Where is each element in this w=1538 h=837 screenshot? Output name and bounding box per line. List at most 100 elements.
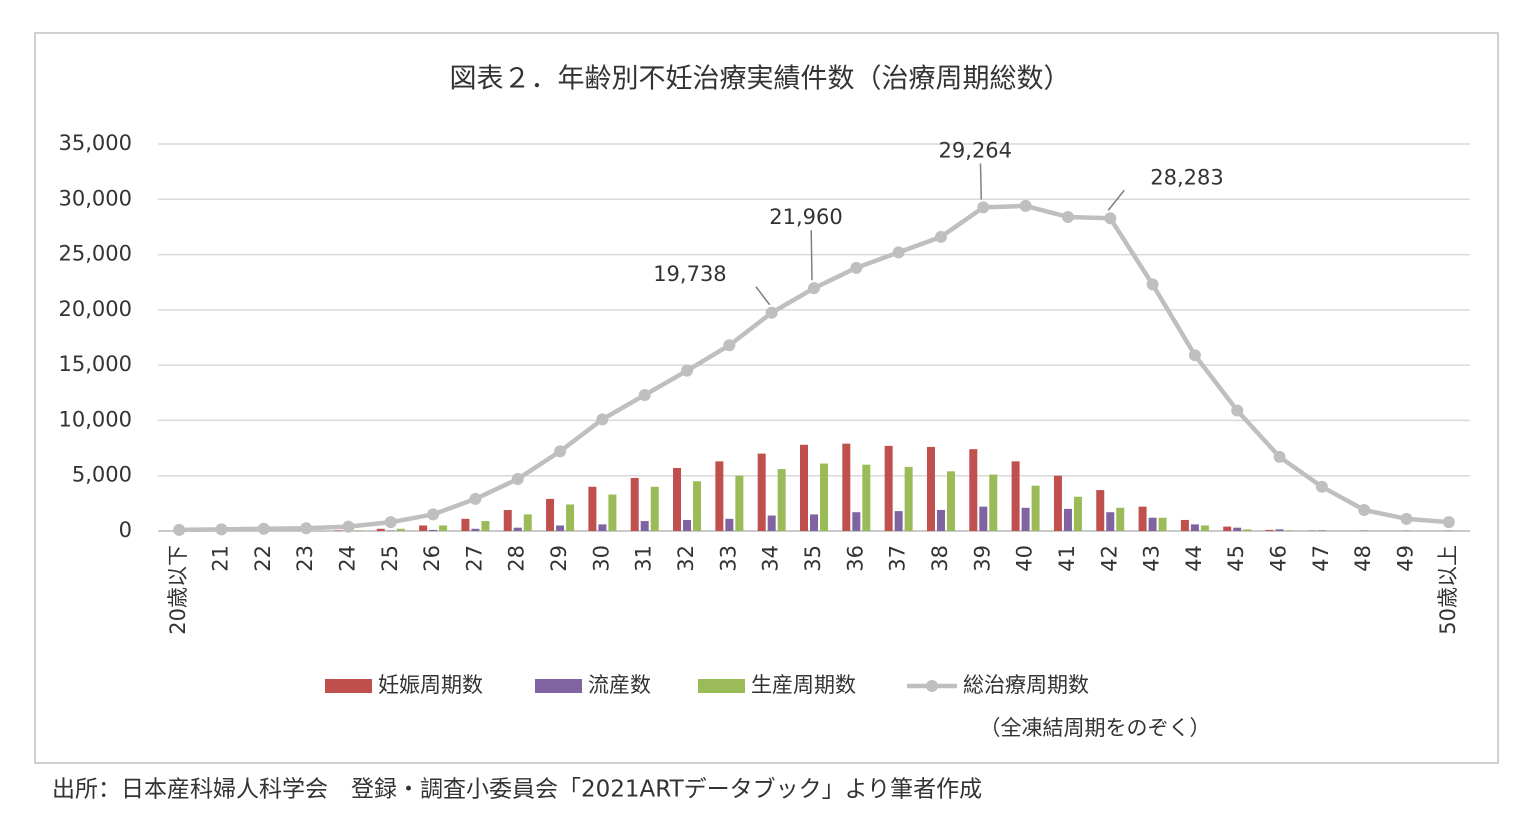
- bar: [905, 467, 913, 531]
- bar: [969, 449, 977, 531]
- x-tick-label: 46: [1267, 545, 1291, 572]
- x-tick-label: 28: [505, 545, 529, 572]
- bar: [504, 510, 512, 531]
- y-tick-label: 35,000: [59, 131, 132, 155]
- line-marker: [893, 246, 905, 258]
- y-tick-label: 20,000: [59, 297, 132, 321]
- bar: [1201, 525, 1209, 531]
- line-marker: [512, 473, 524, 485]
- x-tick-label: 49: [1394, 545, 1418, 572]
- x-tick-label: 37: [886, 545, 910, 572]
- source: 出所：日本産科婦人科学会 登録・調査小委員会「2021ARTデータブック」より筆…: [52, 777, 982, 803]
- bar: [556, 525, 564, 531]
- line-marker: [258, 523, 270, 535]
- bar: [862, 465, 870, 531]
- bar: [1181, 520, 1189, 531]
- bar: [397, 529, 405, 531]
- bar: [1012, 461, 1020, 531]
- line-marker: [808, 282, 820, 294]
- x-tick-label: 42: [1097, 545, 1121, 572]
- bar: [758, 454, 766, 531]
- bar: [947, 471, 955, 531]
- bar: [683, 520, 691, 531]
- x-tick-label: 23: [293, 545, 317, 572]
- bar: [598, 524, 606, 531]
- x-tick-label: 44: [1182, 545, 1206, 572]
- x-tick-label: 33: [716, 545, 740, 572]
- bar: [895, 511, 903, 531]
- bar: [979, 507, 987, 531]
- bar: [566, 504, 574, 531]
- legend-swatch: [535, 679, 582, 693]
- line-marker: [977, 201, 989, 213]
- bar: [673, 468, 681, 531]
- x-tick-label: 25: [378, 545, 402, 572]
- bar: [885, 446, 893, 531]
- x-tick-label: 47: [1309, 545, 1333, 572]
- line-marker: [1104, 212, 1116, 224]
- line-marker: [342, 521, 354, 533]
- x-tick-label: 22: [251, 545, 275, 572]
- bar: [852, 512, 860, 531]
- x-tick-label: 26: [420, 545, 444, 572]
- line-marker: [766, 307, 778, 319]
- line-marker: [850, 262, 862, 274]
- line-marker: [1020, 200, 1032, 212]
- bar: [471, 529, 479, 531]
- bar: [810, 514, 818, 531]
- bar: [1022, 508, 1030, 531]
- bar: [1159, 518, 1167, 531]
- x-tick-label: 45: [1224, 545, 1248, 572]
- chart-title: 図表２．年齢別不妊治療実績件数（治療周期総数）: [450, 64, 1071, 95]
- line-marker: [385, 516, 397, 528]
- line-marker: [596, 413, 608, 425]
- bar: [1266, 530, 1274, 531]
- bar: [1032, 486, 1040, 531]
- line-marker: [427, 508, 439, 520]
- bar: [1233, 528, 1241, 531]
- y-tick-label: 25,000: [59, 242, 132, 266]
- bar: [778, 469, 786, 531]
- line-marker: [1189, 349, 1201, 361]
- bar: [1116, 508, 1124, 531]
- x-tick-label: 50歳以上: [1436, 545, 1460, 635]
- legend-label: 生産周期数: [751, 673, 856, 697]
- legend-swatch: [698, 679, 745, 693]
- bar: [1096, 490, 1104, 531]
- line-marker: [300, 522, 312, 534]
- x-tick-label: 24: [335, 545, 359, 572]
- bar: [461, 519, 469, 531]
- x-tick-label: 35: [801, 545, 825, 572]
- x-tick-label: 20歳以下: [166, 545, 190, 635]
- y-tick-label: 0: [119, 518, 132, 542]
- bar: [1074, 497, 1082, 531]
- y-tick-label: 15,000: [59, 352, 132, 376]
- note: （全凍結周期をのぞく）: [980, 716, 1211, 740]
- bar: [1276, 529, 1284, 531]
- bar: [800, 445, 808, 531]
- bar: [735, 476, 743, 531]
- label-leader: [811, 230, 812, 280]
- bar: [419, 525, 427, 531]
- bar: [1139, 507, 1147, 531]
- bar: [354, 530, 362, 531]
- line-marker: [173, 524, 185, 536]
- legend-label: 妊娠周期数: [378, 673, 483, 697]
- line-marker: [1274, 451, 1286, 463]
- bar: [1191, 524, 1199, 531]
- legend-label: 流産数: [588, 673, 651, 697]
- x-tick-label: 39: [970, 545, 994, 572]
- x-tick-label: 38: [928, 545, 952, 572]
- line-marker: [681, 365, 693, 377]
- legend-swatch: [926, 680, 938, 692]
- bar: [989, 475, 997, 531]
- y-tick-label: 10,000: [59, 407, 132, 431]
- x-tick-label: 21: [208, 545, 232, 572]
- bar: [439, 525, 447, 531]
- x-tick-label: 36: [843, 545, 867, 572]
- bar: [481, 521, 489, 531]
- legend-swatch: [325, 679, 372, 693]
- line-marker: [723, 339, 735, 351]
- line-marker: [1358, 504, 1370, 516]
